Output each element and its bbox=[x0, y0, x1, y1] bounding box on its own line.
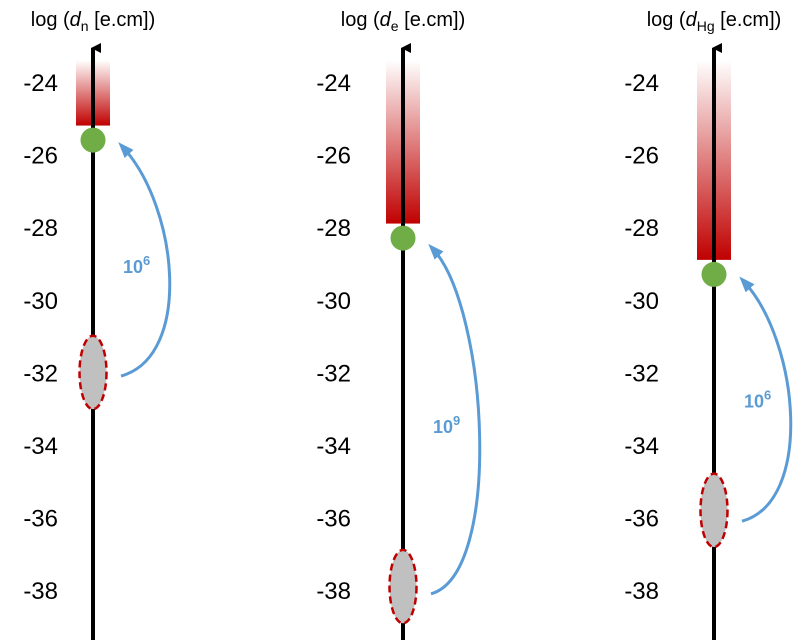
tick-label-electron: -38 bbox=[316, 578, 351, 605]
enhancement-arrow-electron bbox=[428, 243, 482, 596]
tick-label-neutron: -30 bbox=[23, 288, 58, 315]
panel-neutron: log (dn [e.cm]) -24 -26 -28 -30 -32 -34 -36 -38… bbox=[23, 9, 172, 640]
tick-label-mercury: -24 bbox=[624, 70, 659, 97]
tick-label-electron: -30 bbox=[316, 288, 351, 315]
tick-label-neutron: -24 bbox=[23, 70, 58, 97]
tick-label-mercury: -26 bbox=[624, 143, 659, 170]
measured-dot-neutron bbox=[80, 127, 106, 153]
enhancement-arrow-mercury bbox=[739, 276, 793, 523]
panel-electron: log (de [e.cm]) -24 -26 -28 -30 -32 -34 -36 -38… bbox=[316, 9, 482, 640]
tick-label-mercury: -30 bbox=[624, 288, 659, 315]
tick-label-neutron: -26 bbox=[23, 143, 58, 170]
prediction-ellipse-neutron bbox=[78, 334, 108, 411]
enhancement-factor-electron: 109 bbox=[433, 413, 460, 437]
tick-label-electron: -28 bbox=[316, 215, 351, 242]
tick-label-electron: -24 bbox=[316, 70, 351, 97]
axis-title-mercury: log (dHg [e.cm]) bbox=[647, 9, 782, 34]
tick-labels-mercury: -24 -26 -28 -30 -32 -34 -36 -38 bbox=[624, 70, 659, 605]
prediction-ellipse-electron bbox=[388, 548, 418, 625]
axis-title-electron: log (de [e.cm]) bbox=[341, 9, 466, 34]
tick-label-neutron: -32 bbox=[23, 360, 58, 387]
measured-dot-mercury bbox=[701, 261, 727, 287]
tick-label-mercury: -36 bbox=[624, 506, 659, 533]
tick-label-neutron: -36 bbox=[23, 506, 58, 533]
prediction-ellipse-mercury bbox=[699, 472, 729, 549]
tick-label-neutron: -38 bbox=[23, 578, 58, 605]
tick-label-electron: -34 bbox=[316, 433, 351, 460]
panel-mercury: log (dHg [e.cm]) -24 -26 -28 -30 -32 -34 -36 -3… bbox=[624, 9, 793, 640]
tick-label-mercury: -28 bbox=[624, 215, 659, 242]
measured-dot-electron bbox=[390, 225, 416, 251]
tick-labels-electron: -24 -26 -28 -30 -32 -34 -36 -38 bbox=[316, 70, 351, 605]
tick-label-neutron: -34 bbox=[23, 433, 58, 460]
tick-label-mercury: -38 bbox=[624, 578, 659, 605]
tick-label-electron: -36 bbox=[316, 506, 351, 533]
enhancement-factor-mercury: 106 bbox=[744, 387, 771, 411]
tick-label-mercury: -32 bbox=[624, 360, 659, 387]
tick-labels-neutron: -24 -26 -28 -30 -32 -34 -36 -38 bbox=[23, 70, 58, 605]
tick-label-electron: -32 bbox=[316, 360, 351, 387]
enhancement-arrow-neutron bbox=[118, 142, 172, 378]
axis-title-neutron: log (dn [e.cm]) bbox=[31, 9, 156, 34]
tick-label-neutron: -28 bbox=[23, 215, 58, 242]
tick-label-mercury: -34 bbox=[624, 433, 659, 460]
enhancement-factor-neutron: 106 bbox=[123, 253, 150, 277]
tick-label-electron: -26 bbox=[316, 143, 351, 170]
